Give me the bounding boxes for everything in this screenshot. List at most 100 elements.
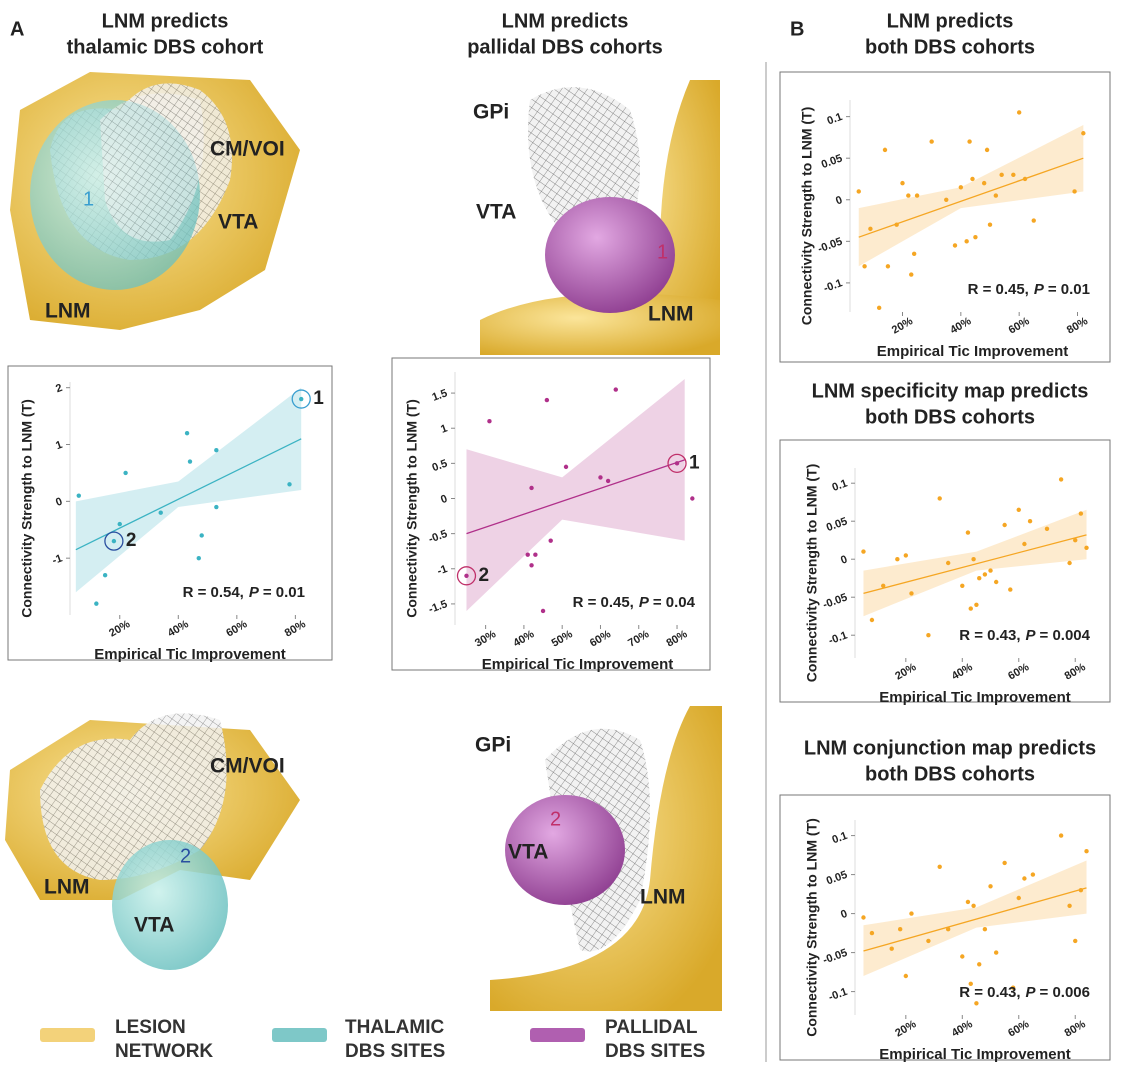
point — [959, 185, 963, 189]
legend-label: THALAMIC — [345, 1017, 444, 1038]
point — [614, 387, 618, 391]
annotation-part: R = 0.45, — [968, 281, 1029, 298]
chart-title: LNM predicts — [887, 10, 1014, 32]
point — [909, 272, 913, 276]
render-site: 1 — [83, 188, 94, 210]
render-pallidal-top: GPi VTA LNM 1 — [473, 80, 720, 355]
point — [974, 603, 978, 607]
chart-title: both DBS cohorts — [865, 406, 1035, 428]
point — [946, 561, 950, 565]
point — [1032, 218, 1036, 222]
point — [549, 538, 553, 542]
point — [926, 633, 930, 637]
point — [999, 173, 1003, 177]
y-axis-label: Connectivity Strength to LNM (T) — [804, 818, 820, 1037]
render-pallidal-bottom: GPi VTA LNM 2 — [475, 706, 722, 1011]
chart-title: both DBS cohorts — [865, 36, 1035, 58]
x-axis-label: Empirical Tic Improvement — [482, 656, 673, 673]
point — [983, 572, 987, 576]
point — [123, 471, 127, 475]
point — [929, 139, 933, 143]
legend-label: PALLIDAL — [605, 1017, 698, 1038]
point — [1079, 511, 1083, 515]
annotation-part: = 0.004 — [1040, 627, 1091, 644]
point — [526, 553, 530, 557]
point — [909, 911, 913, 915]
render-label: CM/VOI — [210, 755, 285, 778]
x-axis-label: Empirical Tic Improvement — [94, 646, 285, 663]
point — [1022, 876, 1026, 880]
point — [487, 419, 491, 423]
point — [969, 606, 973, 610]
point — [983, 927, 987, 931]
annotation-part: P — [639, 594, 650, 611]
point — [971, 904, 975, 908]
render-label: CM/VOI — [210, 138, 285, 161]
render-label: LNM — [44, 876, 90, 899]
point — [529, 486, 533, 490]
annotation-part: P — [1026, 984, 1037, 1001]
y-axis-label: Connectivity Strength to LNM (T) — [804, 464, 820, 683]
render-thalamic-top: CM/VOI VTA LNM 1 — [10, 72, 300, 330]
annotation: R = 0.43,P= 0.004 — [959, 627, 1090, 644]
annotation-part: = 0.01 — [263, 584, 305, 601]
legend-swatch — [272, 1028, 327, 1042]
y-axis-label: Connectivity Strength to LNM (T) — [404, 399, 420, 618]
point — [971, 557, 975, 561]
point — [214, 505, 218, 509]
point — [1084, 849, 1088, 853]
point — [912, 252, 916, 256]
point — [1022, 542, 1026, 546]
point — [877, 306, 881, 310]
point — [967, 139, 971, 143]
point — [982, 181, 986, 185]
figure: A B CM/VOI VTA LNM 1 GPi VTA LNM 1 CM/VO… — [0, 0, 1134, 1077]
point — [964, 239, 968, 243]
chart-title: both DBS cohorts — [865, 763, 1035, 785]
point — [915, 193, 919, 197]
legend-label: NETWORK — [115, 1041, 213, 1062]
point — [970, 177, 974, 181]
legend-swatch — [530, 1028, 585, 1042]
point — [994, 580, 998, 584]
point — [1028, 519, 1032, 523]
point — [1045, 527, 1049, 531]
annotation-part: = 0.01 — [1048, 281, 1090, 298]
point — [545, 398, 549, 402]
point — [1011, 173, 1015, 177]
highlight-label: 2 — [478, 565, 489, 586]
annotation-part: = 0.006 — [1040, 984, 1090, 1001]
legend-label: LESION — [115, 1017, 186, 1038]
point — [1081, 131, 1085, 135]
legend-swatch — [40, 1028, 95, 1042]
point — [1017, 896, 1021, 900]
point — [988, 223, 992, 227]
point — [1059, 477, 1063, 481]
render-label: GPi — [475, 734, 511, 757]
render-label: LNM — [640, 886, 686, 909]
point — [870, 618, 874, 622]
point — [886, 264, 890, 268]
render-label: LNM — [45, 300, 91, 323]
annotation-part: P — [1026, 627, 1037, 644]
point — [938, 496, 942, 500]
point — [1017, 110, 1021, 114]
point — [974, 1001, 978, 1005]
render-label: VTA — [134, 914, 174, 937]
y-axis-label: Connectivity Strength to LNM (T) — [19, 399, 35, 618]
panel-label: A — [10, 18, 24, 40]
point — [870, 931, 874, 935]
point — [895, 557, 899, 561]
point — [1002, 523, 1006, 527]
point — [464, 574, 468, 578]
point — [299, 397, 303, 401]
point — [898, 927, 902, 931]
point — [112, 539, 116, 543]
point — [926, 939, 930, 943]
point — [118, 522, 122, 526]
render-label: VTA — [476, 201, 516, 224]
point — [994, 950, 998, 954]
point — [1072, 189, 1076, 193]
highlight-label: 2 — [126, 530, 137, 551]
point — [909, 591, 913, 595]
